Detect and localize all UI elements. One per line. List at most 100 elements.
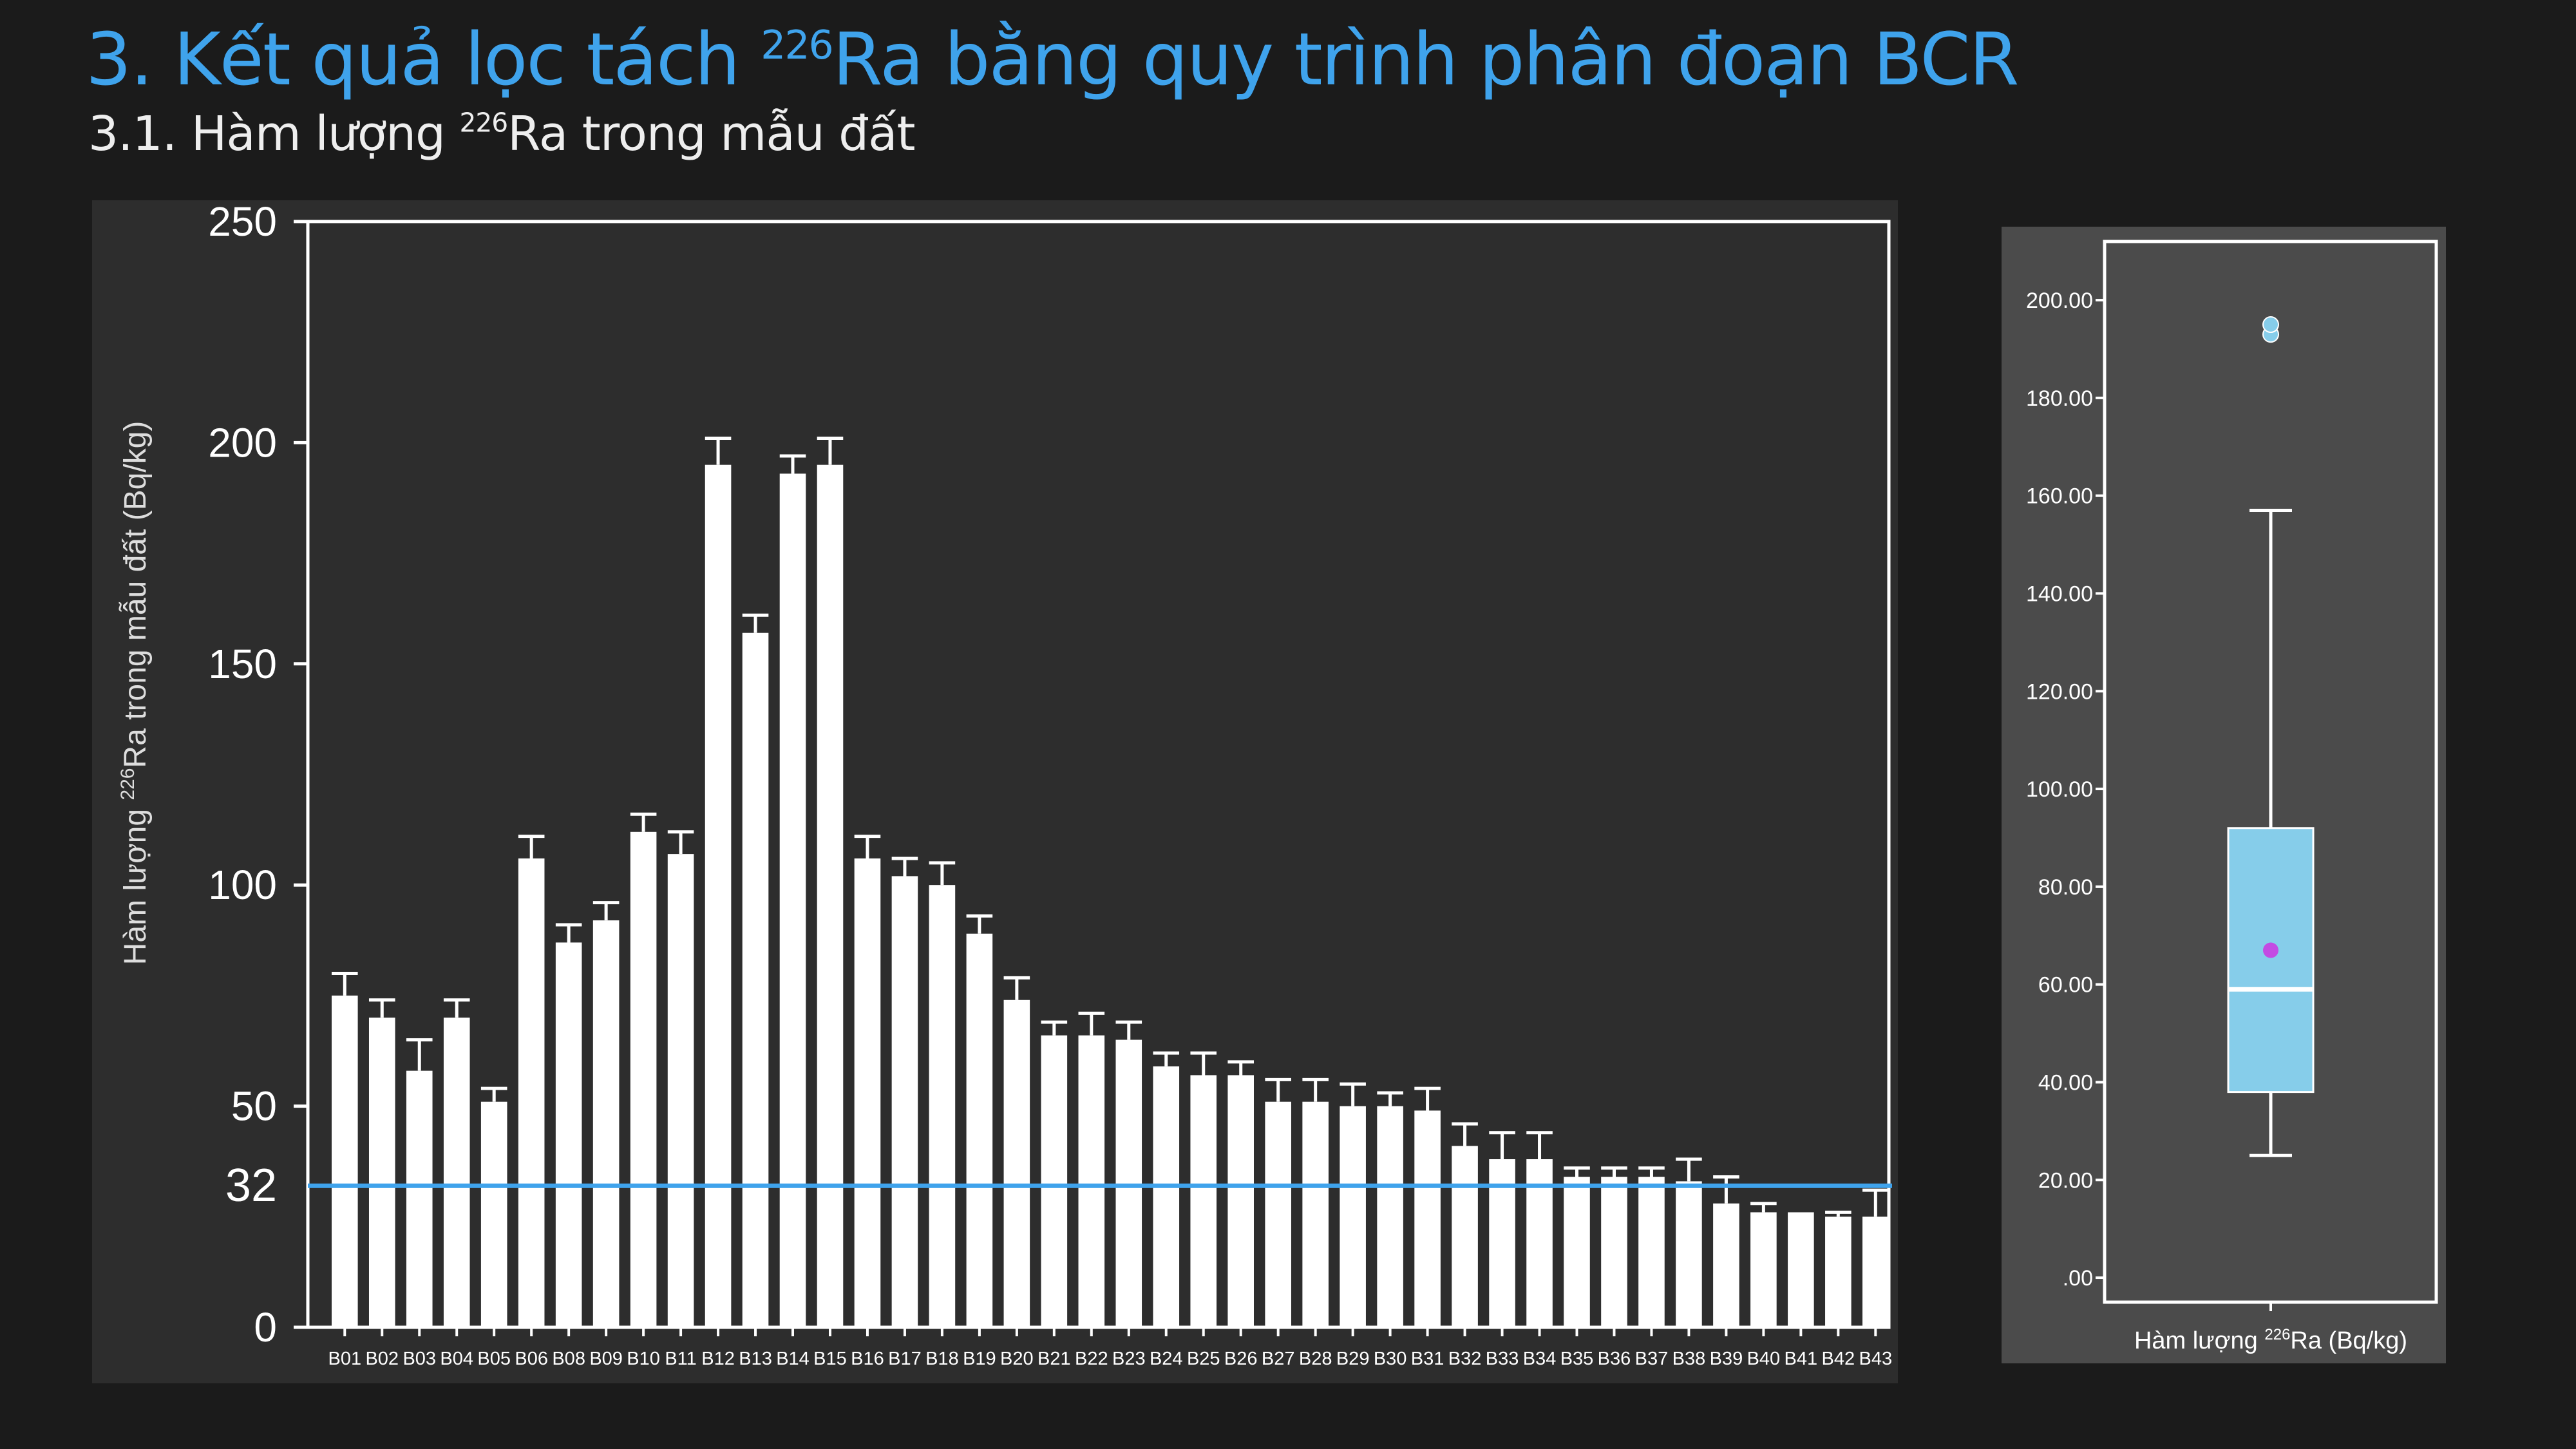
x-tick-label: B24 bbox=[1150, 1349, 1183, 1369]
x-tick-label: B11 bbox=[665, 1349, 696, 1369]
x-tick-label: B21 bbox=[1037, 1349, 1071, 1369]
x-tick-label: B40 bbox=[1747, 1349, 1781, 1369]
x-tick-label: B09 bbox=[589, 1349, 623, 1369]
slide-subtitle-prefix: 3.1. Hàm lượng bbox=[88, 106, 460, 162]
box-y-tick-label: 80.00 bbox=[2038, 875, 2093, 900]
x-tick-label: B15 bbox=[813, 1349, 847, 1369]
bar bbox=[1265, 1101, 1291, 1327]
bar bbox=[1564, 1177, 1590, 1327]
bar-chart: 0 50 100 150 200 250 Hàm lượng 226Ra trong mẫu… bbox=[117, 198, 1893, 1369]
bar bbox=[929, 885, 956, 1327]
bar bbox=[779, 473, 806, 1327]
x-tick-label: B06 bbox=[515, 1349, 548, 1369]
bar bbox=[1414, 1110, 1441, 1327]
x-tick-label: B30 bbox=[1374, 1349, 1407, 1369]
x-tick-label: B14 bbox=[776, 1349, 810, 1369]
x-tick-label: B02 bbox=[365, 1349, 399, 1369]
x-tick-label: B25 bbox=[1187, 1349, 1220, 1369]
bar bbox=[891, 876, 918, 1327]
x-tick-label: B29 bbox=[1336, 1349, 1370, 1369]
bar bbox=[1713, 1203, 1739, 1327]
bar bbox=[1302, 1101, 1329, 1327]
bar bbox=[1750, 1212, 1777, 1327]
bar bbox=[742, 632, 769, 1327]
bar bbox=[518, 858, 545, 1327]
bar bbox=[1676, 1181, 1702, 1327]
x-tick-label: B43 bbox=[1859, 1349, 1893, 1369]
bar bbox=[592, 920, 620, 1327]
bar bbox=[443, 1018, 470, 1327]
box-y-tick-label: 200.00 bbox=[2026, 289, 2093, 313]
y-tick-label: 100 bbox=[208, 862, 277, 908]
x-tick-label: B03 bbox=[402, 1349, 436, 1369]
x-tick-label: B13 bbox=[739, 1349, 772, 1369]
boxplot-panel: .00 20.00 40.00 60.00 80.00 100.00 120.00 140.0… bbox=[2002, 227, 2446, 1363]
threshold-label: 32 bbox=[225, 1160, 277, 1211]
bar bbox=[480, 1101, 507, 1327]
x-tick-label: B18 bbox=[925, 1349, 959, 1369]
x-tick-label: B10 bbox=[627, 1349, 660, 1369]
y-axis-title-suffix: Ra trong mẫu đất (Bq/kg) bbox=[118, 421, 153, 768]
box-y-tick-label: 20.00 bbox=[2038, 1168, 2093, 1193]
bar bbox=[705, 464, 732, 1327]
bar bbox=[1825, 1217, 1852, 1327]
slide-title-superscript: 226 bbox=[761, 21, 834, 68]
bar bbox=[368, 1018, 395, 1327]
y-axis-title-prefix: Hàm lượng bbox=[118, 800, 153, 965]
y-tick-label: 200 bbox=[208, 419, 277, 466]
bar bbox=[817, 464, 844, 1327]
x-tick-label: B12 bbox=[701, 1349, 735, 1369]
bar bbox=[1078, 1035, 1105, 1327]
x-tick-label: B34 bbox=[1523, 1349, 1557, 1369]
box-y-tick-label: 100.00 bbox=[2026, 777, 2093, 802]
bar bbox=[1003, 999, 1030, 1327]
bar bbox=[555, 942, 582, 1327]
box-y-tick-label: 140.00 bbox=[2026, 582, 2093, 606]
x-tick-label: B35 bbox=[1560, 1349, 1594, 1369]
box-y-tick-label: 180.00 bbox=[2026, 386, 2093, 411]
x-tick-label: B36 bbox=[1598, 1349, 1631, 1369]
box-x-axis-title-prefix: Hàm lượng bbox=[2134, 1327, 2264, 1354]
bar bbox=[1862, 1217, 1889, 1327]
x-tick-label: B22 bbox=[1075, 1349, 1108, 1369]
box-y-tick-label: 160.00 bbox=[2026, 484, 2093, 509]
y-tick-label: 250 bbox=[208, 200, 277, 245]
bar bbox=[1601, 1177, 1627, 1327]
bar bbox=[1153, 1066, 1180, 1327]
x-tick-label: B37 bbox=[1635, 1349, 1669, 1369]
bar bbox=[1638, 1177, 1665, 1327]
slide-subtitle-suffix: Ra trong mẫu đất bbox=[507, 106, 915, 162]
x-tick-label: B23 bbox=[1112, 1349, 1146, 1369]
bar bbox=[966, 933, 993, 1327]
slide-subtitle-superscript: 226 bbox=[459, 107, 508, 138]
outlier-point bbox=[2262, 316, 2279, 334]
x-tick-label: B32 bbox=[1448, 1349, 1482, 1369]
x-tick-label: B27 bbox=[1262, 1349, 1295, 1369]
x-tick-label: B08 bbox=[552, 1349, 585, 1369]
x-tick-label: B20 bbox=[1000, 1349, 1034, 1369]
slide-title: 3. Kết quả lọc tách 226Ra bằng quy trình… bbox=[86, 18, 2020, 102]
slide-title-suffix: Ra bằng quy trình phân đoạn BCR bbox=[832, 18, 2020, 102]
box-x-axis-title-superscript: 226 bbox=[2264, 1326, 2290, 1343]
y-axis-title: Hàm lượng 226Ra trong mẫu đất (Bq/kg) bbox=[117, 421, 153, 965]
boxplot-chart: .00 20.00 40.00 60.00 80.00 100.00 120.00 140.0… bbox=[2026, 240, 2438, 1354]
box-x-axis-title-suffix: Ra (Bq/kg) bbox=[2290, 1327, 2407, 1354]
y-tick-label: 50 bbox=[231, 1083, 277, 1130]
y-tick-label: 0 bbox=[254, 1304, 277, 1350]
x-tick-label: B19 bbox=[963, 1349, 996, 1369]
x-tick-label: B42 bbox=[1822, 1349, 1855, 1369]
bar-chart-panel: 0 50 100 150 200 250 Hàm lượng 226Ra trong mẫu… bbox=[92, 198, 1898, 1383]
x-tick-label: B05 bbox=[477, 1349, 511, 1369]
iqr-box bbox=[2227, 827, 2315, 1094]
bar bbox=[1041, 1035, 1068, 1327]
y-tick-label: 150 bbox=[208, 641, 277, 687]
x-tick-label: B41 bbox=[1785, 1349, 1818, 1369]
box-y-tick-label: .00 bbox=[2063, 1266, 2093, 1291]
x-tick-label: B17 bbox=[888, 1349, 922, 1369]
box-y-tick-label: 120.00 bbox=[2026, 679, 2093, 704]
x-tick-label: B26 bbox=[1224, 1349, 1258, 1369]
x-tick-label: B01 bbox=[328, 1349, 361, 1369]
x-tick-label: B31 bbox=[1411, 1349, 1444, 1369]
x-tick-label: B39 bbox=[1710, 1349, 1743, 1369]
mean-marker bbox=[2263, 942, 2278, 958]
